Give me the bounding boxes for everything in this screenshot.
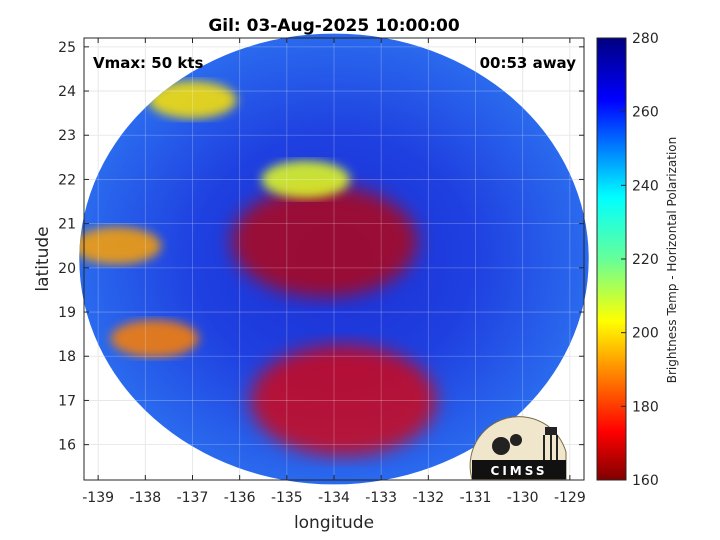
x-tick-label: -136	[224, 490, 256, 506]
swath-feature-cool-patch	[261, 160, 350, 199]
swath-image	[79, 33, 589, 485]
vmax-annotation: Vmax: 50 kts	[93, 54, 203, 72]
y-tick-label: 17	[58, 393, 76, 409]
cimss-logo-text: CIMSS	[491, 464, 548, 478]
swath-feature-cool-edge	[79, 227, 162, 265]
chart-title: Gil: 03-Aug-2025 10:00:00	[208, 16, 459, 36]
y-tick-label: 19	[58, 305, 76, 321]
x-tick-label: -137	[177, 490, 209, 506]
y-tick-label: 24	[58, 84, 76, 100]
x-axis-ticks: -139 -138 -137 -136 -135 -134 -133 -132 -131 -130…	[82, 38, 586, 506]
y-axis-label: latitude	[33, 226, 53, 291]
x-tick-label: -130	[507, 490, 539, 506]
y-axis-ticks: 16 17 18 19 20 21 22 23 24 25	[58, 40, 584, 454]
x-axis-label: longitude	[294, 513, 374, 533]
y-tick-label: 16	[58, 438, 76, 454]
x-tick-label: -139	[82, 490, 114, 506]
x-tick-label: -129	[554, 490, 586, 506]
colorbar-tick-label: 260	[632, 105, 659, 121]
x-tick-label: -132	[412, 490, 444, 506]
colorbar-tick-label: 240	[632, 178, 659, 194]
swath-features	[79, 81, 437, 457]
swath-feature-cool-edge	[110, 319, 199, 358]
x-tick-label: -135	[271, 490, 303, 506]
x-tick-label: -133	[365, 490, 397, 506]
y-tick-label: 25	[58, 40, 76, 56]
y-tick-label: 22	[58, 172, 76, 188]
colorbar-tick-label: 220	[632, 252, 659, 268]
colorbar-tick-label: 200	[632, 326, 659, 342]
x-tick-label: -131	[460, 490, 492, 506]
y-tick-label: 21	[58, 217, 76, 233]
swath-feature-warm-core	[231, 185, 418, 298]
y-tick-label: 18	[58, 349, 76, 365]
colorbar-ticks: 160 180 200 220 240 260 280	[621, 31, 659, 489]
time-away-annotation: 00:53 away	[480, 54, 577, 72]
colorbar-tick-label: 280	[632, 31, 659, 47]
x-tick-label: -134	[318, 490, 350, 506]
colorbar-label: Brightness Temp - Horizontal Polarizatio…	[665, 137, 679, 384]
x-tick-label: -138	[129, 490, 161, 506]
colorbar-tick-label: 160	[632, 473, 659, 489]
grid-overlay	[84, 38, 584, 480]
y-tick-label: 20	[58, 261, 76, 277]
cimss-logo: CIMSS	[469, 416, 567, 480]
swath-feature-cool-edge	[148, 81, 237, 119]
colorbar-tick-label: 180	[632, 399, 659, 415]
swath-feature-band	[250, 344, 437, 457]
y-tick-label: 23	[58, 128, 76, 144]
